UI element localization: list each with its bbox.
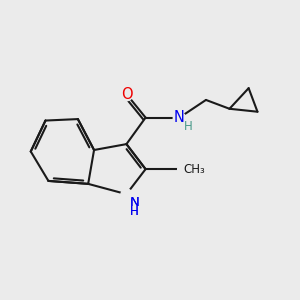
Text: N: N bbox=[130, 196, 140, 209]
Text: H: H bbox=[130, 205, 139, 218]
Text: N: N bbox=[130, 196, 140, 209]
Text: CH₃: CH₃ bbox=[184, 163, 206, 176]
Text: N: N bbox=[174, 110, 185, 125]
Text: H: H bbox=[130, 205, 139, 218]
Text: O: O bbox=[121, 87, 132, 102]
Text: H: H bbox=[184, 120, 193, 133]
